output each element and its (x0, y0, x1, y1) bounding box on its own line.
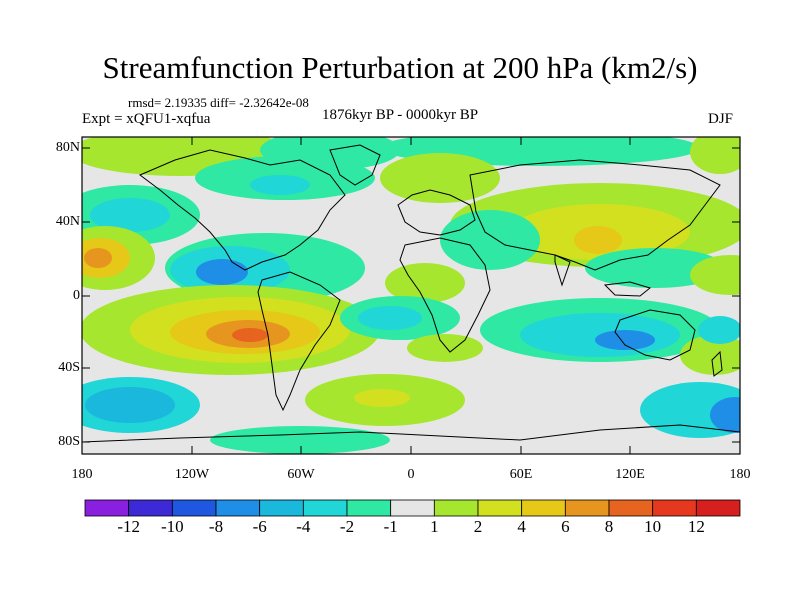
lon-label: 60E (509, 467, 533, 482)
contour-blob (250, 175, 310, 195)
lat-label-40n: 40N (55, 214, 80, 229)
colorbar-label: 12 (687, 517, 705, 536)
colorbar-label: -6 (252, 517, 267, 536)
contour-blob (698, 316, 740, 344)
coast-europe (397, 189, 476, 236)
contour-blob (84, 248, 112, 268)
lon-label: 180 (71, 467, 93, 482)
colorbar-box (564, 499, 610, 517)
lon-label: 120W (174, 467, 210, 482)
lon-label: 180 (729, 467, 751, 482)
lon-label: 120E (615, 467, 645, 482)
colorbar-box (695, 499, 741, 517)
contour-blob (440, 210, 540, 270)
colorbar-label: 8 (604, 517, 614, 536)
colorbar-box (433, 499, 479, 517)
contour-blob (690, 255, 740, 295)
lon-label: 0 (407, 467, 415, 482)
experiment-label: Expt = xQFU1-xqfua (82, 111, 211, 127)
contour-blob (585, 248, 725, 288)
lat-ticks (82, 147, 740, 443)
colorbar-box (128, 499, 173, 517)
lat-label-80n: 80N (55, 140, 80, 155)
colorbar-label: -2 (339, 517, 355, 536)
colorbar-box (390, 499, 435, 517)
coastlines (82, 144, 740, 443)
plot-title: Streamfunction Perturbation at 200 hPa (… (102, 50, 698, 85)
colorbar-box (521, 499, 566, 517)
colorbar-box (84, 499, 130, 517)
colorbar-label: -8 (208, 517, 224, 536)
coast-asia (469, 159, 721, 271)
contour-field (82, 137, 740, 454)
colorbar-label: 1 (430, 517, 439, 536)
colorbar-box (259, 499, 304, 517)
colorbar-label: -4 (296, 517, 311, 536)
colorbar-box (215, 499, 261, 517)
lon-ticks (81, 137, 741, 454)
coast-new-zealand (711, 350, 723, 377)
contour-blob (710, 397, 740, 433)
contour-blob (90, 198, 170, 232)
colorbar (84, 499, 741, 517)
contour-blob (358, 306, 422, 330)
coast-india (554, 254, 571, 287)
colorbar-box (302, 499, 348, 517)
colorbar-box (608, 499, 654, 517)
contour-blob (640, 382, 740, 438)
contour-blob (380, 153, 500, 203)
coast-australia (614, 309, 696, 361)
contour-blob (210, 426, 390, 454)
colorbar-label: -10 (160, 517, 184, 536)
contour-blob (385, 263, 465, 303)
contour-blob (680, 335, 740, 375)
colorbar-box (477, 499, 523, 517)
contour-blob (196, 259, 248, 285)
coast-africa (399, 237, 491, 353)
contour-blob (595, 330, 655, 350)
colorbar-box (171, 499, 217, 517)
colorbar-label: -1 (383, 517, 398, 536)
contour-blob (690, 137, 740, 174)
contour-blob (232, 328, 268, 342)
colorbar-box (346, 499, 392, 517)
colorbar-label: 6 (561, 517, 570, 536)
colorbar-box (652, 499, 697, 517)
coast-north-america (139, 149, 346, 271)
coast-greenland (329, 144, 381, 186)
coast-south-america (257, 271, 341, 412)
lat-label-eq: 0 (73, 288, 80, 303)
contour-blob (85, 387, 175, 423)
stats-line: rmsd= 2.19335 diff= -2.32642e-08 (128, 95, 309, 110)
season-label: DJF (708, 111, 734, 127)
contour-blob (354, 389, 410, 407)
colorbar-label: 2 (473, 517, 483, 536)
contour-blob (407, 334, 483, 362)
lon-label: 60W (287, 467, 315, 482)
coast-antarctica (82, 424, 740, 443)
colorbar-label: -12 (117, 517, 140, 536)
lat-label-40s: 40S (58, 360, 80, 375)
colorbar-label: 4 (517, 517, 526, 536)
period-label: 1876kyr BP - 0000kyr BP (322, 107, 479, 123)
contour-blob (574, 226, 622, 254)
coast-indonesia (603, 281, 652, 297)
colorbar-label: 10 (644, 517, 662, 536)
lat-label-80s: 80S (58, 434, 80, 449)
